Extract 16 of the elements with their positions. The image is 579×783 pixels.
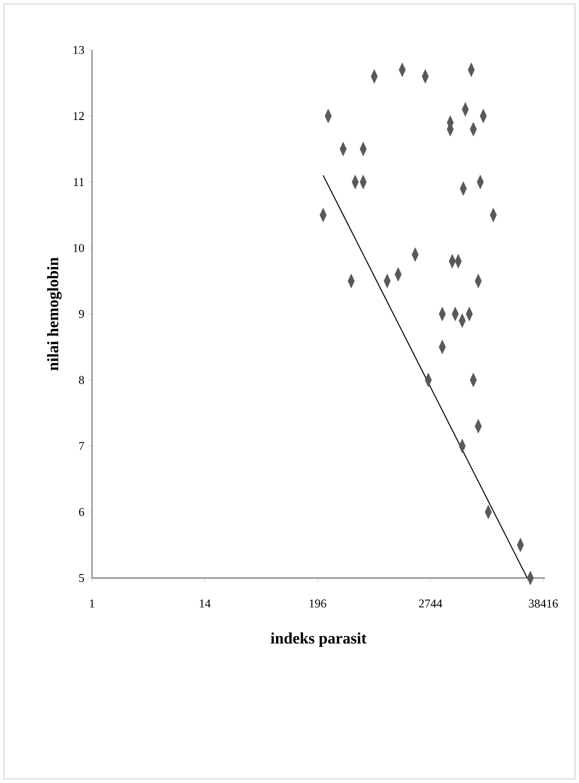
y-tick-label: 12 [74, 112, 84, 120]
y-tick-label: 10 [74, 244, 84, 252]
x-tick-label: 1 [90, 600, 94, 608]
y-axis-title: nilai hemoglobin [47, 257, 62, 370]
y-tick-label: 13 [74, 46, 84, 54]
y-tick-label: 9 [78, 310, 84, 318]
x-tick-label: 38416 [528, 600, 558, 608]
y-tick-label: 5 [79, 574, 84, 582]
x-tick-label: 2744 [419, 600, 442, 608]
x-axis-title: indeks parasit [270, 632, 366, 647]
y-tick-label: 7 [79, 442, 84, 450]
y-tick-label: 11 [74, 178, 84, 186]
x-tick-label: 14 [200, 600, 211, 608]
y-tick-label: 6 [79, 508, 84, 516]
y-tick-label: 8 [78, 376, 84, 384]
x-tick-label: 196 [310, 600, 326, 608]
